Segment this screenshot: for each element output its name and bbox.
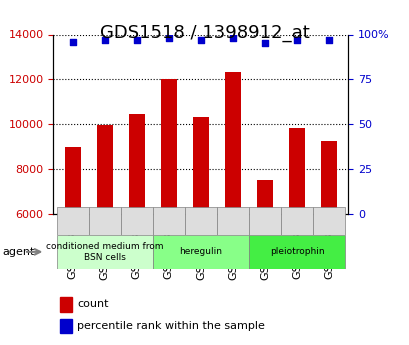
Point xyxy=(69,39,76,45)
Bar xyxy=(256,180,272,214)
Point xyxy=(293,37,300,43)
FancyBboxPatch shape xyxy=(56,235,153,269)
Point xyxy=(133,37,139,43)
Bar xyxy=(192,117,209,214)
FancyBboxPatch shape xyxy=(56,207,88,235)
FancyBboxPatch shape xyxy=(281,207,312,235)
Bar xyxy=(60,319,72,333)
Text: count: count xyxy=(77,299,109,309)
Text: pleiotrophin: pleiotrophin xyxy=(269,247,324,256)
FancyBboxPatch shape xyxy=(184,207,216,235)
Bar xyxy=(128,114,144,214)
FancyBboxPatch shape xyxy=(88,207,120,235)
Point xyxy=(229,35,236,41)
Bar xyxy=(64,147,81,214)
Point xyxy=(325,37,332,43)
Bar xyxy=(60,297,72,312)
Point xyxy=(197,37,204,43)
Bar xyxy=(160,79,176,214)
Text: GDS1518 / 1398912_at: GDS1518 / 1398912_at xyxy=(100,24,309,42)
FancyBboxPatch shape xyxy=(248,235,344,269)
Text: heregulin: heregulin xyxy=(179,247,222,256)
FancyBboxPatch shape xyxy=(248,207,281,235)
FancyBboxPatch shape xyxy=(312,207,344,235)
Point xyxy=(101,37,108,43)
FancyBboxPatch shape xyxy=(153,235,248,269)
FancyBboxPatch shape xyxy=(153,207,184,235)
Point xyxy=(165,35,172,41)
Point xyxy=(261,41,268,46)
Text: percentile rank within the sample: percentile rank within the sample xyxy=(77,321,265,331)
Bar xyxy=(288,128,304,214)
Text: agent: agent xyxy=(3,247,35,257)
FancyBboxPatch shape xyxy=(216,207,248,235)
Bar xyxy=(320,141,337,214)
FancyBboxPatch shape xyxy=(120,207,153,235)
Bar xyxy=(97,125,112,214)
Text: conditioned medium from
BSN cells: conditioned medium from BSN cells xyxy=(46,242,163,262)
Bar xyxy=(225,71,240,214)
